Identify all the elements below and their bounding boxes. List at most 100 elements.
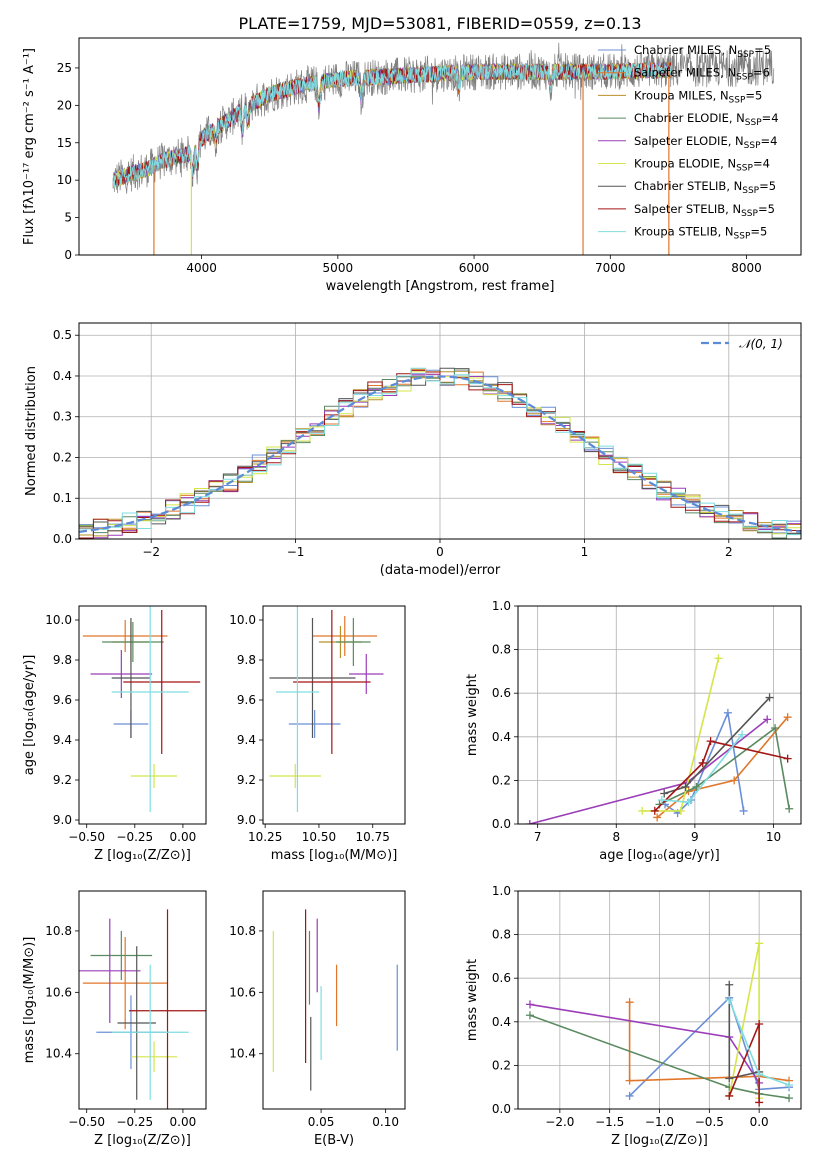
series-marker <box>723 708 732 717</box>
plot-area-weight-vs-age <box>525 654 794 824</box>
axes-frame <box>78 322 802 540</box>
series-marker <box>755 1098 764 1107</box>
legend-entry: Kroupa STELIB, NSSP=5 <box>634 225 767 242</box>
y-tick-label: 0.0 <box>492 1102 511 1116</box>
x-tick-label: 10 <box>766 830 781 844</box>
series-marker <box>765 693 774 702</box>
legend-entry: Salpeter ELODIE, NSSP=4 <box>634 134 777 151</box>
axes-frame <box>517 890 802 1110</box>
x-tick-label: 10.75 <box>356 830 390 844</box>
plot-area-residuals <box>79 367 801 539</box>
y-tick-label: 1.0 <box>492 599 511 613</box>
series-marker <box>725 1091 734 1100</box>
plot-area-age-vs-mass <box>269 606 384 812</box>
axes-residuals: −2 −1 0 1 2 0.0 0.1 0.2 0.3 0.4 0.5 (data-model)/er… <box>24 322 802 578</box>
series-marker <box>725 996 734 1004</box>
x-tick-label: 0.05 <box>308 1115 335 1129</box>
x-tick-label: 0.00 <box>170 830 197 844</box>
series-marker <box>638 806 647 815</box>
legend-entry: Chabrier MILES, NSSP=5 <box>634 43 771 60</box>
x-tick-label: −0.50 <box>68 830 105 844</box>
x-axis-label: Z [log₁₀(Z/Z⊙)] <box>94 1133 191 1148</box>
axes-mass-vs-ebv: 0.05 0.10 10.4 10.6 10.8 E(B-V) <box>229 890 406 1148</box>
series-marker <box>714 654 723 663</box>
y-tick-label: 9.4 <box>53 733 72 747</box>
series-line-1 <box>628 1002 790 1082</box>
legend-entry: Chabrier STELIB, NSSP=5 <box>634 179 776 196</box>
y-tick-label: 0.6 <box>492 686 511 700</box>
histogram-8 <box>79 367 801 539</box>
y-tick-label: 10.6 <box>45 985 72 999</box>
y-tick-label: 9.0 <box>237 813 256 827</box>
series-marker <box>698 758 707 767</box>
y-tick-label: 0.1 <box>53 491 72 505</box>
x-axis-label: (data-model)/error <box>380 563 501 578</box>
y-tick-label: 9.6 <box>53 693 72 707</box>
x-axis-label: Z [log₁₀(Z/Z⊙)] <box>94 848 191 863</box>
x-tick-label: 10.50 <box>302 830 336 844</box>
plot-area-weight-vs-Z <box>525 939 794 1107</box>
y-tick-label: 10.8 <box>229 924 256 938</box>
x-tick-label: −1 <box>287 545 305 559</box>
legend-entry: Salpeter STELIB, NSSP=5 <box>634 202 775 219</box>
series-marker <box>734 763 743 772</box>
axes-frame <box>262 890 406 1110</box>
x-axis-label: age [log₁₀(age/yr)] <box>599 848 720 863</box>
y-tick-label: 0.2 <box>492 773 511 787</box>
series-marker <box>730 776 739 785</box>
series-marker <box>785 1094 794 1103</box>
series-marker <box>625 1076 634 1085</box>
y-tick-label: 9.6 <box>237 693 256 707</box>
series-marker <box>525 1026 534 1035</box>
axes-frame <box>262 605 406 825</box>
y-tick-label: 0.4 <box>492 730 511 744</box>
x-axis-label: mass [log₁₀(M/M⊙)] <box>271 848 398 863</box>
series-line-3 <box>659 726 790 809</box>
series-line-1 <box>656 716 789 819</box>
y-axis-label: mass weight <box>465 959 480 1041</box>
y-tick-label: 10.8 <box>45 924 72 938</box>
y-tick-label: 10.0 <box>229 613 256 627</box>
y-tick-label: 9.2 <box>53 773 72 787</box>
y-tick-label: 9.0 <box>53 813 72 827</box>
series-line-6 <box>663 697 771 795</box>
series-marker <box>684 798 693 807</box>
axes-weight-vs-Z: −2.0 −1.5 −1.0 −0.5 0.0 0.0 0.2 0.4 0.6 0.8 1.0 Z [… <box>465 884 802 1148</box>
legend-entry: Kroupa MILES, NSSP=5 <box>634 88 762 105</box>
series-marker <box>525 1011 534 1020</box>
axes-frame <box>78 605 207 825</box>
series-line-3 <box>529 1014 790 1099</box>
series-marker <box>676 806 685 815</box>
x-tick-label: 4000 <box>186 261 217 275</box>
series-marker <box>525 820 534 824</box>
x-tick-label: 7 <box>534 830 542 844</box>
x-tick-label: −0.25 <box>116 830 153 844</box>
series-line-0 <box>629 996 790 1097</box>
y-tick-label: 10.6 <box>229 985 256 999</box>
x-tick-label: −0.25 <box>116 1115 153 1129</box>
x-tick-label: 1 <box>581 545 589 559</box>
y-tick-label: 0.2 <box>492 1058 511 1072</box>
model-spectrum-8 <box>112 62 672 188</box>
y-tick-label: 9.2 <box>237 773 256 787</box>
series-marker <box>653 813 662 822</box>
y-tick-label: 10.4 <box>45 1047 72 1061</box>
y-tick-label: 1.0 <box>492 884 511 898</box>
y-tick-label: 0.4 <box>53 369 72 383</box>
axes-mass-vs-Z: −0.50 −0.25 0.00 10.4 10.6 10.8 Z [log₁₀(Z/Z⊙)… <box>22 890 207 1148</box>
series-marker <box>755 939 764 948</box>
series-marker <box>681 782 690 791</box>
axes-frame <box>78 37 802 256</box>
series-marker <box>763 715 772 724</box>
plot-area-mass-vs-Z <box>79 909 206 1109</box>
x-tick-label: 5000 <box>323 261 354 275</box>
y-tick-label: 10.0 <box>45 613 72 627</box>
x-tick-label: 9 <box>691 830 699 844</box>
series-line-4 <box>529 1003 760 1084</box>
series-marker <box>771 724 780 733</box>
y-tick-label: 25 <box>57 61 72 75</box>
x-tick-label: 8 <box>612 830 620 844</box>
axes-frame <box>78 890 207 1110</box>
x-axis-label: Z [log₁₀(Z/Z⊙)] <box>611 1133 708 1148</box>
